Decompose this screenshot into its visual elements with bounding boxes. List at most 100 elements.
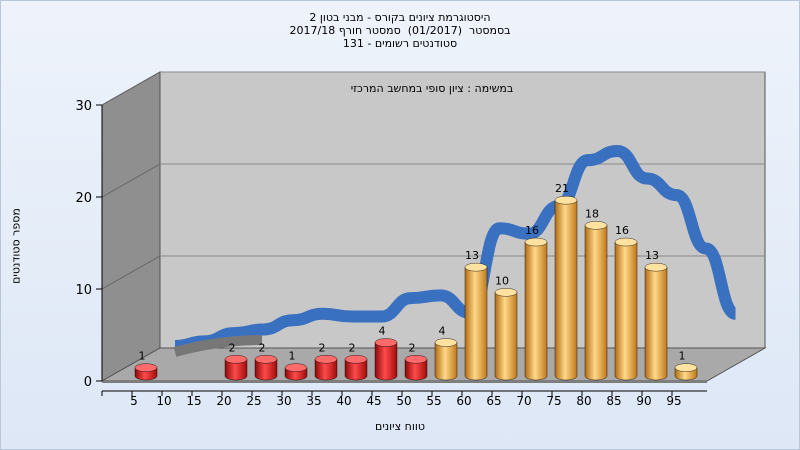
bar-top	[224, 355, 248, 364]
gridline-side	[101, 71, 161, 106]
bar-body	[374, 342, 398, 381]
bar-top	[584, 221, 608, 230]
bar-top	[314, 355, 338, 364]
data-label: 4	[439, 325, 446, 338]
x-tick-label: 10	[156, 394, 171, 408]
y-tick-label: 10	[75, 283, 92, 298]
x-tick-label: 50	[396, 394, 411, 408]
x-tick-label: 80	[576, 394, 591, 408]
data-label: 21	[555, 182, 569, 195]
x-tick-label: 5	[130, 394, 138, 408]
x-tick-label: 15	[186, 394, 201, 408]
x-tick-label: 20	[216, 394, 231, 408]
chart-annotation: במשימה : ציון סופי במחשב המרכזי	[351, 82, 514, 95]
x-tick-label: 60	[456, 394, 471, 408]
bar-body	[434, 342, 458, 381]
bar	[524, 237, 548, 381]
bar	[374, 338, 398, 381]
bar-body	[464, 266, 488, 381]
bar	[224, 355, 248, 381]
trend-curve-shadow	[173, 335, 263, 357]
bar	[494, 288, 518, 381]
gridline-side	[101, 163, 161, 198]
x-tick-label: 35	[306, 394, 321, 408]
bar-body	[314, 359, 338, 381]
bar-body	[614, 241, 638, 381]
x-axis-label: טווח ציונים	[375, 420, 425, 433]
side-wall	[101, 71, 161, 382]
bar	[134, 363, 158, 381]
chart-title-line-3: סטודנטים רשומים - 131	[342, 37, 458, 50]
bar	[674, 363, 698, 381]
bar-top	[644, 262, 668, 272]
x-tick-label: 25	[246, 394, 261, 408]
bar-body	[494, 292, 518, 381]
chart-title-line-1: היסטוגרמת ציונים בקורס - מבני בטון 2	[309, 11, 491, 24]
bar-top	[344, 355, 368, 364]
bar	[344, 355, 368, 381]
x-tick-label: 45	[366, 394, 381, 408]
bar-body	[644, 266, 668, 381]
bar	[614, 237, 638, 381]
bar-top	[434, 338, 458, 347]
bar-top	[674, 363, 698, 372]
bar-top	[374, 338, 398, 347]
x-tick-label: 95	[666, 394, 681, 408]
bar	[584, 221, 608, 381]
bar-top	[524, 237, 548, 247]
bar-body	[344, 359, 368, 381]
y-tick-label: 0	[84, 375, 92, 390]
x-tick-label: 65	[486, 394, 501, 408]
bar-top	[254, 355, 278, 364]
x-tick-label: 55	[426, 394, 441, 408]
data-label: 2	[349, 341, 356, 354]
data-label: 16	[525, 224, 539, 237]
data-label: 2	[319, 341, 326, 354]
data-label: 1	[679, 350, 686, 363]
bar-body	[404, 359, 428, 381]
bar-top	[464, 262, 488, 272]
x-tick-label: 75	[546, 394, 561, 408]
data-label: 2	[259, 341, 266, 354]
x-tick-label: 90	[636, 394, 651, 408]
bar-body	[554, 199, 578, 381]
data-label: 1	[139, 350, 146, 363]
chart-title-line-2: בסמסטר (01/2017) סמסטר חורף 2017/18	[289, 24, 511, 37]
data-label: 10	[495, 274, 509, 287]
gridline-side	[101, 255, 161, 290]
bar-body	[254, 359, 278, 381]
bar	[404, 355, 428, 381]
data-label: 13	[465, 249, 479, 262]
data-label: 1	[289, 350, 296, 363]
data-label: 16	[615, 224, 629, 237]
bar-top	[614, 237, 638, 247]
data-label: 4	[379, 325, 386, 338]
bar-top	[554, 195, 578, 205]
x-tick-label: 30	[276, 394, 291, 408]
bar	[254, 355, 278, 381]
bar	[644, 262, 668, 381]
bar	[284, 363, 308, 381]
bar	[464, 262, 488, 381]
chart-title: היסטוגרמת ציונים בקורס - מבני בטון 2 בסמ…	[0, 11, 800, 50]
x-tick-label: 70	[516, 394, 531, 408]
bar-top	[404, 355, 428, 364]
data-label: 2	[229, 341, 236, 354]
floor-edge	[102, 381, 707, 383]
bar	[314, 355, 338, 381]
y-tick-label: 30	[75, 99, 92, 114]
bar	[554, 195, 578, 381]
data-label: 2	[409, 341, 416, 354]
data-label: 18	[585, 207, 599, 220]
bar-body	[584, 225, 608, 381]
bar-top	[134, 363, 158, 372]
bar	[434, 338, 458, 381]
bar-body	[524, 241, 548, 381]
bar-top	[284, 363, 308, 372]
x-tick-label: 40	[336, 394, 351, 408]
y-tick-label: 20	[75, 191, 92, 206]
data-label: 13	[645, 249, 659, 262]
x-tick-label: 85	[606, 394, 621, 408]
y-axis-label: מספר סטודנטים	[9, 208, 23, 284]
